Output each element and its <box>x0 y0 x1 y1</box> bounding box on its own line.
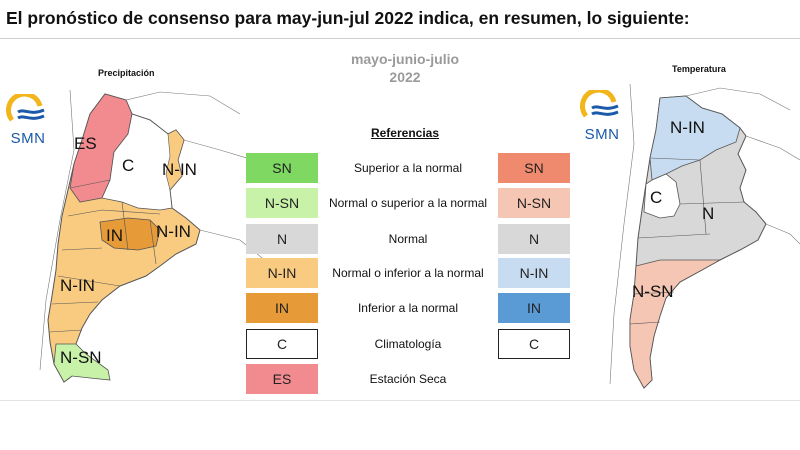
temperature-swatch: IN <box>498 293 570 323</box>
precip-label-n-in-south: N-IN <box>60 276 95 295</box>
temperature-swatch: N-SN <box>498 188 570 218</box>
precip-label-c: C <box>122 156 135 175</box>
precipitation-swatch: N-IN <box>246 258 318 288</box>
precip-label-es: ES <box>74 134 97 153</box>
legend-description: Climatología <box>374 337 442 351</box>
smn-logo-right: SMN <box>580 90 624 150</box>
temperature-swatch: N <box>498 224 570 254</box>
legend-description: Inferior a la normal <box>357 301 459 315</box>
precipitation-swatch: IN <box>246 293 318 323</box>
legend-row: C Climatología C <box>0 329 800 361</box>
temp-label-n-sn: N-SN <box>632 282 674 301</box>
precipitation-swatch: N <box>246 224 318 254</box>
period-months: mayo-junio-julio <box>350 51 460 67</box>
precip-label-n-in-ne: N-IN <box>162 160 197 179</box>
precipitation-map: ES C N-IN IN N-IN N-IN N-SN <box>10 89 280 400</box>
legend-description: Normal o superior a la normal <box>328 196 488 210</box>
temperature-map-title: Temperatura <box>672 64 726 74</box>
precipitation-map-graphic <box>39 89 273 383</box>
precipitation-map-title: Precipitación <box>98 68 155 78</box>
temp-label-n: N <box>702 204 715 223</box>
period-year: 2022 <box>389 69 421 85</box>
references-title: Referencias <box>370 126 440 140</box>
smn-logo-text: SMN <box>584 126 620 143</box>
smn-logo-left: SMN <box>6 94 50 154</box>
legend-row: ES Estación Seca <box>0 364 800 396</box>
temperature-map-graphic <box>609 83 800 389</box>
header-divider <box>0 38 800 39</box>
temp-label-c: C <box>650 188 663 207</box>
legend-row: IN Inferior a la normal IN <box>0 293 800 325</box>
legend-row: N Normal N <box>0 224 800 256</box>
precip-label-in: IN <box>106 226 123 245</box>
temperature-map: N-IN C N N-SN <box>590 83 800 400</box>
legend-description: Normal o inferior a la normal <box>332 266 484 280</box>
precipitation-swatch: SN <box>246 153 318 183</box>
forecast-period: mayo-junio-julio 2022 <box>300 50 510 86</box>
precip-label-n-in-east: N-IN <box>156 222 191 241</box>
legend-description: Superior a la normal <box>353 161 463 175</box>
sun-waves-icon <box>580 90 619 118</box>
temperature-swatch: C <box>498 329 570 359</box>
smn-logo-text: SMN <box>10 130 46 147</box>
temp-label-n-in: N-IN <box>670 118 705 137</box>
precipitation-swatch: ES <box>246 364 318 394</box>
footer-divider <box>0 400 800 401</box>
legend-description: Estación Seca <box>369 372 447 386</box>
legend-description: Normal <box>388 232 428 246</box>
legend-row: SN Superior a la normal SN <box>0 153 800 185</box>
legend-row: N-SN Normal o superior a la normal N-SN <box>0 188 800 220</box>
temperature-swatch: SN <box>498 153 570 183</box>
temperature-swatch: N-IN <box>498 258 570 288</box>
page-headline: El pronóstico de consenso para may-jun-j… <box>6 8 690 28</box>
precipitation-swatch: C <box>246 329 318 359</box>
precipitation-swatch: N-SN <box>246 188 318 218</box>
legend-row: N-IN Normal o inferior a la normal N-IN <box>0 258 800 290</box>
precip-label-n-sn: N-SN <box>60 348 102 367</box>
sun-waves-icon <box>6 94 45 122</box>
